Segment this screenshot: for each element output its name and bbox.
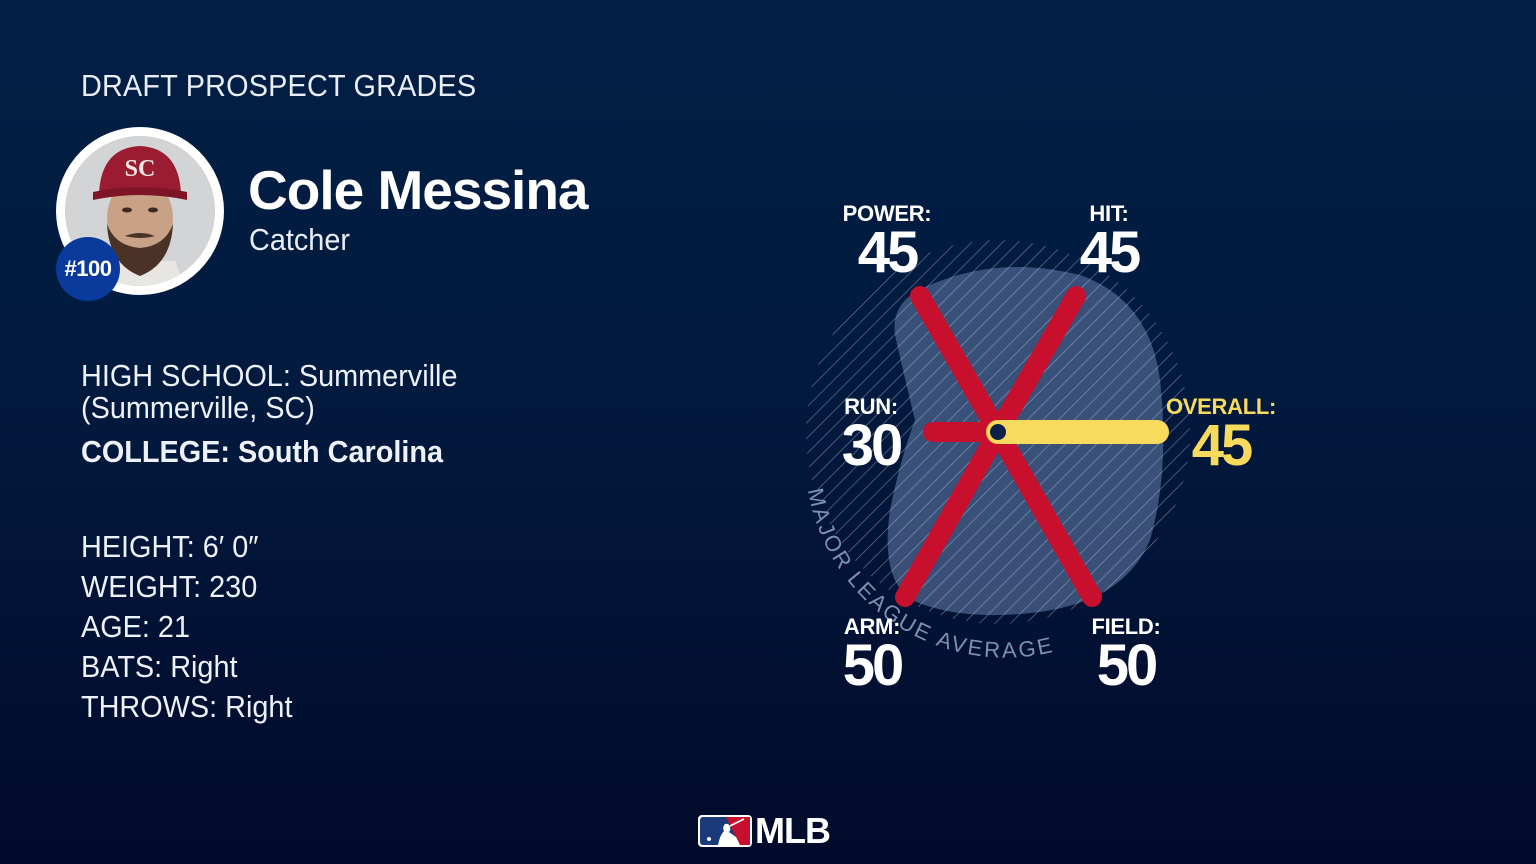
run-label: RUN: xyxy=(844,394,898,419)
grade-hit: HIT: 45 xyxy=(1058,201,1160,285)
rank-badge: #100 xyxy=(56,237,120,301)
grade-overall: OVERALL: 45 xyxy=(1160,394,1282,478)
bio-list: HEIGHT: 6′ 0″ WEIGHT: 230 AGE: 21 BATS: … xyxy=(81,527,292,727)
weight-value: 230 xyxy=(209,569,258,604)
throws-label: THROWS: xyxy=(81,689,218,724)
overall-value: 45 xyxy=(1191,413,1254,478)
player-grade-area xyxy=(887,267,1164,616)
age-label: AGE: xyxy=(81,609,150,644)
grade-arm: ARM: 50 xyxy=(822,614,922,698)
player-name: Cole Messina xyxy=(248,159,589,221)
bats-label: BATS: xyxy=(81,649,163,684)
grade-run: RUN: 30 xyxy=(822,394,920,478)
power-label: POWER: xyxy=(842,201,932,226)
height-label: HEIGHT: xyxy=(81,529,195,564)
field-stroke xyxy=(988,422,1102,607)
tool-strokes xyxy=(895,286,1102,607)
hit-stroke xyxy=(988,286,1086,442)
age-value: 21 xyxy=(157,609,190,644)
bio-bats: BATS: Right xyxy=(81,647,292,687)
bio-throws: THROWS: Right xyxy=(81,687,292,727)
hit-label: HIT: xyxy=(1089,201,1129,226)
bio-age: AGE: 21 xyxy=(81,607,292,647)
grade-power: POWER: 45 xyxy=(830,201,944,285)
mlb-batter-icon xyxy=(698,815,752,847)
throws-value: Right xyxy=(225,689,293,724)
bats-value: Right xyxy=(170,649,238,684)
player-avatar-group: SC #100 xyxy=(56,127,224,301)
height-value: 6′ 0″ xyxy=(202,529,259,564)
power-stroke xyxy=(910,286,1008,442)
arm-label: ARM: xyxy=(843,614,901,639)
weight-label: WEIGHT: xyxy=(81,569,202,604)
college-label: COLLEGE: xyxy=(81,434,230,469)
high-school-label: HIGH SCHOOL: xyxy=(81,358,291,393)
power-value: 45 xyxy=(857,220,920,285)
high-school-value: Summerville (Summerville, SC) xyxy=(81,358,458,425)
mlb-logo: MLB xyxy=(698,810,831,851)
college-value: South Carolina xyxy=(237,434,444,469)
bio-height: HEIGHT: 6′ 0″ xyxy=(81,527,292,567)
run-value: 30 xyxy=(841,413,904,478)
overall-label: OVERALL: xyxy=(1165,394,1277,419)
arm-value: 50 xyxy=(842,633,905,698)
mlb-wordmark: MLB xyxy=(755,810,831,851)
field-label: FIELD: xyxy=(1091,614,1161,639)
grade-field: FIELD: 50 xyxy=(1076,614,1176,698)
overall-stroke xyxy=(986,420,1169,444)
hit-value: 45 xyxy=(1079,220,1142,285)
high-school-info: HIGH SCHOOL: Summerville (Summerville, S… xyxy=(81,360,518,424)
page-title: DRAFT PROSPECT GRADES xyxy=(81,68,477,103)
player-position: Catcher xyxy=(249,222,350,257)
bio-weight: WEIGHT: 230 xyxy=(81,567,292,607)
college-info: COLLEGE: South Carolina xyxy=(81,436,443,468)
svg-text:SC: SC xyxy=(125,156,156,182)
field-value: 50 xyxy=(1096,633,1159,698)
